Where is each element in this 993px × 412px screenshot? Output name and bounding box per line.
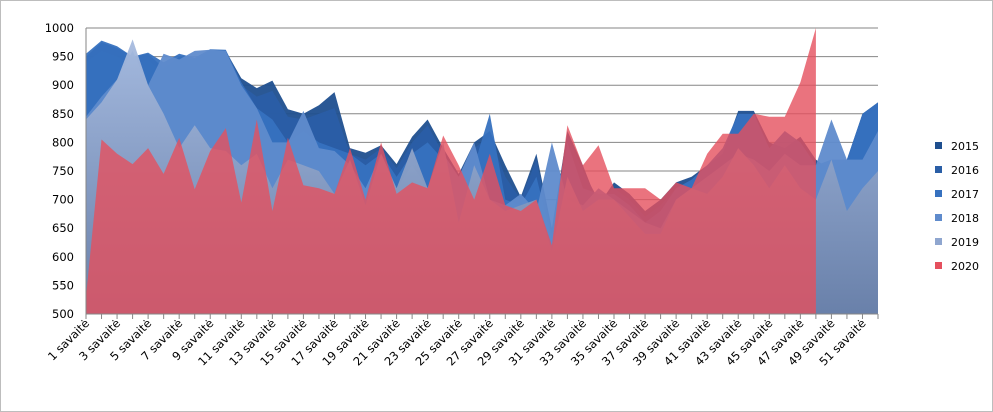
- y-tick-label: 500: [52, 307, 74, 321]
- legend-swatch-2019: [935, 238, 942, 245]
- legend-label-2017: 2017: [951, 188, 979, 201]
- y-tick-label: 900: [52, 78, 74, 92]
- legend-swatch-2016: [935, 166, 942, 173]
- y-tick-label: 850: [52, 107, 74, 121]
- y-tick-label: 750: [52, 164, 74, 178]
- y-tick-label: 1000: [45, 21, 74, 35]
- legend-label-2019: 2019: [951, 236, 979, 249]
- y-tick-label: 800: [52, 135, 74, 149]
- legend-label-2015: 2015: [951, 140, 979, 153]
- legend-label-2016: 2016: [951, 164, 979, 177]
- series-area-2020: [86, 28, 816, 314]
- legend-label-2020: 2020: [951, 260, 979, 273]
- y-tick-label: 950: [52, 50, 74, 64]
- y-tick-label: 700: [52, 193, 74, 207]
- legend-swatch-2018: [935, 214, 942, 221]
- legend-swatch-2017: [935, 190, 942, 197]
- y-tick-label: 650: [52, 221, 74, 235]
- legend-swatch-2020: [935, 262, 942, 269]
- legend-label-2018: 2018: [951, 212, 979, 225]
- legend-swatch-2015: [935, 142, 942, 149]
- y-tick-label: 600: [52, 250, 74, 264]
- y-tick-label: 550: [52, 278, 74, 292]
